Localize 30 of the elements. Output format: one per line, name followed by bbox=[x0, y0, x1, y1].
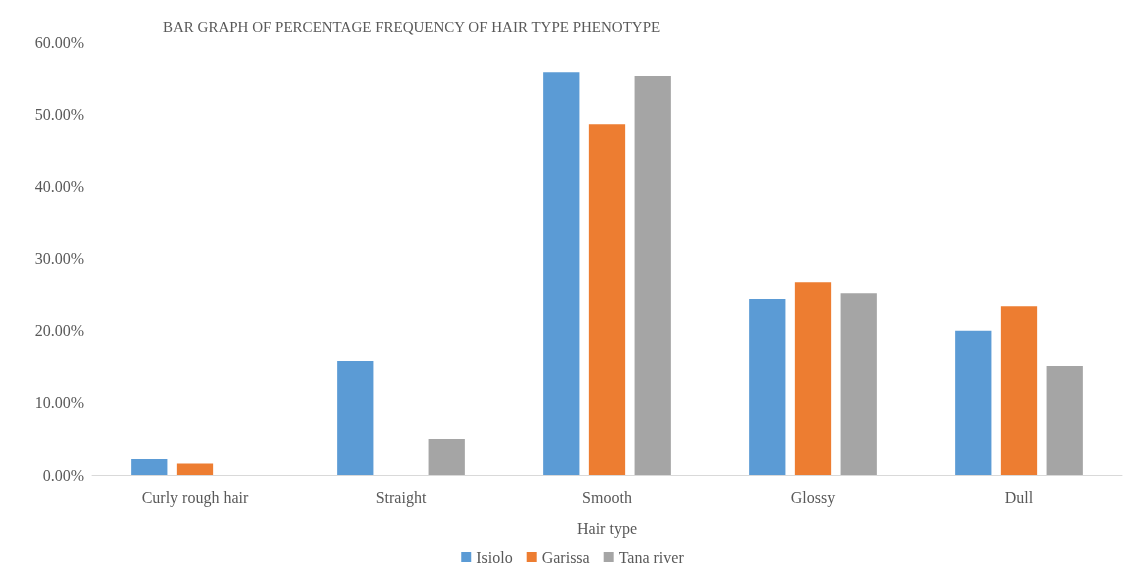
bar bbox=[794, 282, 832, 475]
legend-label: Garissa bbox=[541, 548, 590, 566]
y-tick-label: 60.00% bbox=[34, 33, 84, 51]
legend-label: Isiolo bbox=[476, 548, 513, 566]
x-tick-label: Straight bbox=[375, 488, 427, 507]
bar bbox=[131, 459, 168, 475]
x-axis-title: Hair type bbox=[577, 519, 637, 538]
bar bbox=[955, 330, 992, 475]
bar bbox=[588, 124, 626, 475]
bar bbox=[543, 72, 580, 475]
y-tick-label: 10.00% bbox=[34, 394, 84, 412]
bar bbox=[337, 360, 374, 475]
y-tick-label: 20.00% bbox=[34, 322, 84, 340]
chart-title: BAR GRAPH OF PERCENTAGE FREQUENCY OF HAIR TYPE PHENOTYPE bbox=[163, 18, 661, 35]
y-tick-label: 50.00% bbox=[34, 105, 84, 123]
bar bbox=[1000, 306, 1038, 475]
x-tick-label: Curly rough hair bbox=[141, 488, 249, 507]
x-tick-label: Smooth bbox=[582, 488, 632, 506]
bar bbox=[749, 298, 786, 475]
x-tick-label: Glossy bbox=[790, 488, 836, 507]
bar bbox=[1046, 366, 1083, 475]
bar bbox=[176, 463, 214, 475]
x-tick-label: Dull bbox=[1004, 488, 1034, 506]
bar bbox=[428, 438, 465, 475]
legend-label: Tana river bbox=[618, 548, 685, 566]
y-tick-label: 30.00% bbox=[34, 250, 84, 267]
bar bbox=[840, 293, 877, 475]
y-tick-label: 0.00% bbox=[42, 466, 84, 484]
bar bbox=[634, 75, 671, 475]
y-tick-label: 40.00% bbox=[34, 177, 84, 195]
